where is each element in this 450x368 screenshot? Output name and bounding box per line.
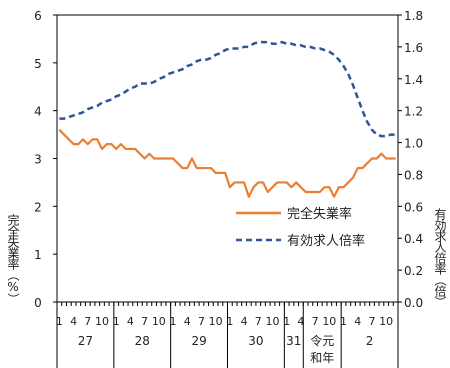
x-month-label: 7 xyxy=(255,315,262,328)
year-label: 27 xyxy=(78,334,93,348)
x-month-label: 10 xyxy=(152,315,166,328)
x-month-label: 7 xyxy=(312,315,319,328)
y-right-tick-label: 0.6 xyxy=(404,200,423,214)
legend-label: 完全失業率 xyxy=(287,206,352,222)
y-right-tick-label: 0.4 xyxy=(404,232,423,246)
legend-label: 有効求人倍率 xyxy=(287,233,365,249)
x-month-label: 1 xyxy=(113,315,120,328)
year-label: 2 xyxy=(366,334,374,348)
y-right-tick-label: 1.4 xyxy=(404,73,423,87)
year-label: 30 xyxy=(248,334,263,348)
y-left-tick-label: 4 xyxy=(34,105,42,119)
x-month-label: 1 xyxy=(226,315,233,328)
x-month-label: 4 xyxy=(127,315,134,328)
y-left-axis-label: 完全失業率（%） xyxy=(6,214,20,304)
year-label: 28 xyxy=(135,334,150,348)
y-right-tick-label: 1.6 xyxy=(404,41,423,55)
y-left-tick-label: 0 xyxy=(34,296,42,310)
y-left-tick-label: 5 xyxy=(34,57,42,71)
y-right-tick-label: 1.2 xyxy=(404,105,423,119)
x-month-label: 4 xyxy=(241,315,248,328)
x-month-label: 4 xyxy=(297,315,304,328)
x-month-label: 4 xyxy=(184,315,191,328)
y-left-tick-label: 1 xyxy=(34,248,42,262)
x-month-label: 1 xyxy=(56,315,63,328)
y-left-tick-label: 2 xyxy=(34,200,42,214)
year-label: 29 xyxy=(191,334,206,348)
x-month-label: 1 xyxy=(283,315,290,328)
y-left-tick-label: 3 xyxy=(34,153,42,167)
y-right-tick-label: 0.0 xyxy=(404,296,423,310)
x-month-label: 10 xyxy=(322,315,336,328)
year-label: 和年 xyxy=(310,351,334,365)
x-month-label: 7 xyxy=(84,315,91,328)
year-label: 令元 xyxy=(310,333,334,348)
y-right-tick-label: 0.2 xyxy=(404,264,423,278)
x-month-label: 4 xyxy=(70,315,77,328)
x-month-label: 1 xyxy=(340,315,347,328)
plot-frame xyxy=(56,14,399,303)
y-right-tick-label: 1.0 xyxy=(404,137,423,151)
x-month-label: 10 xyxy=(95,315,109,328)
y-right-axis-label: 有効求人倍率（倍） xyxy=(433,208,447,307)
y-right-tick-label: 0.8 xyxy=(404,168,423,182)
series-line-1 xyxy=(58,129,396,198)
x-month-label: 1 xyxy=(170,315,177,328)
x-month-label: 7 xyxy=(141,315,148,328)
x-month-label: 7 xyxy=(198,315,205,328)
x-month-label: 4 xyxy=(354,315,361,328)
y-right-tick-label: 1.8 xyxy=(404,9,423,23)
x-month-label: 7 xyxy=(368,315,375,328)
y-left-tick-label: 6 xyxy=(34,9,42,23)
x-month-label: 10 xyxy=(379,315,393,328)
year-label: 31 xyxy=(286,334,301,348)
series-line-2 xyxy=(59,40,396,138)
x-month-label: 10 xyxy=(209,315,223,328)
x-month-label: 10 xyxy=(265,315,279,328)
